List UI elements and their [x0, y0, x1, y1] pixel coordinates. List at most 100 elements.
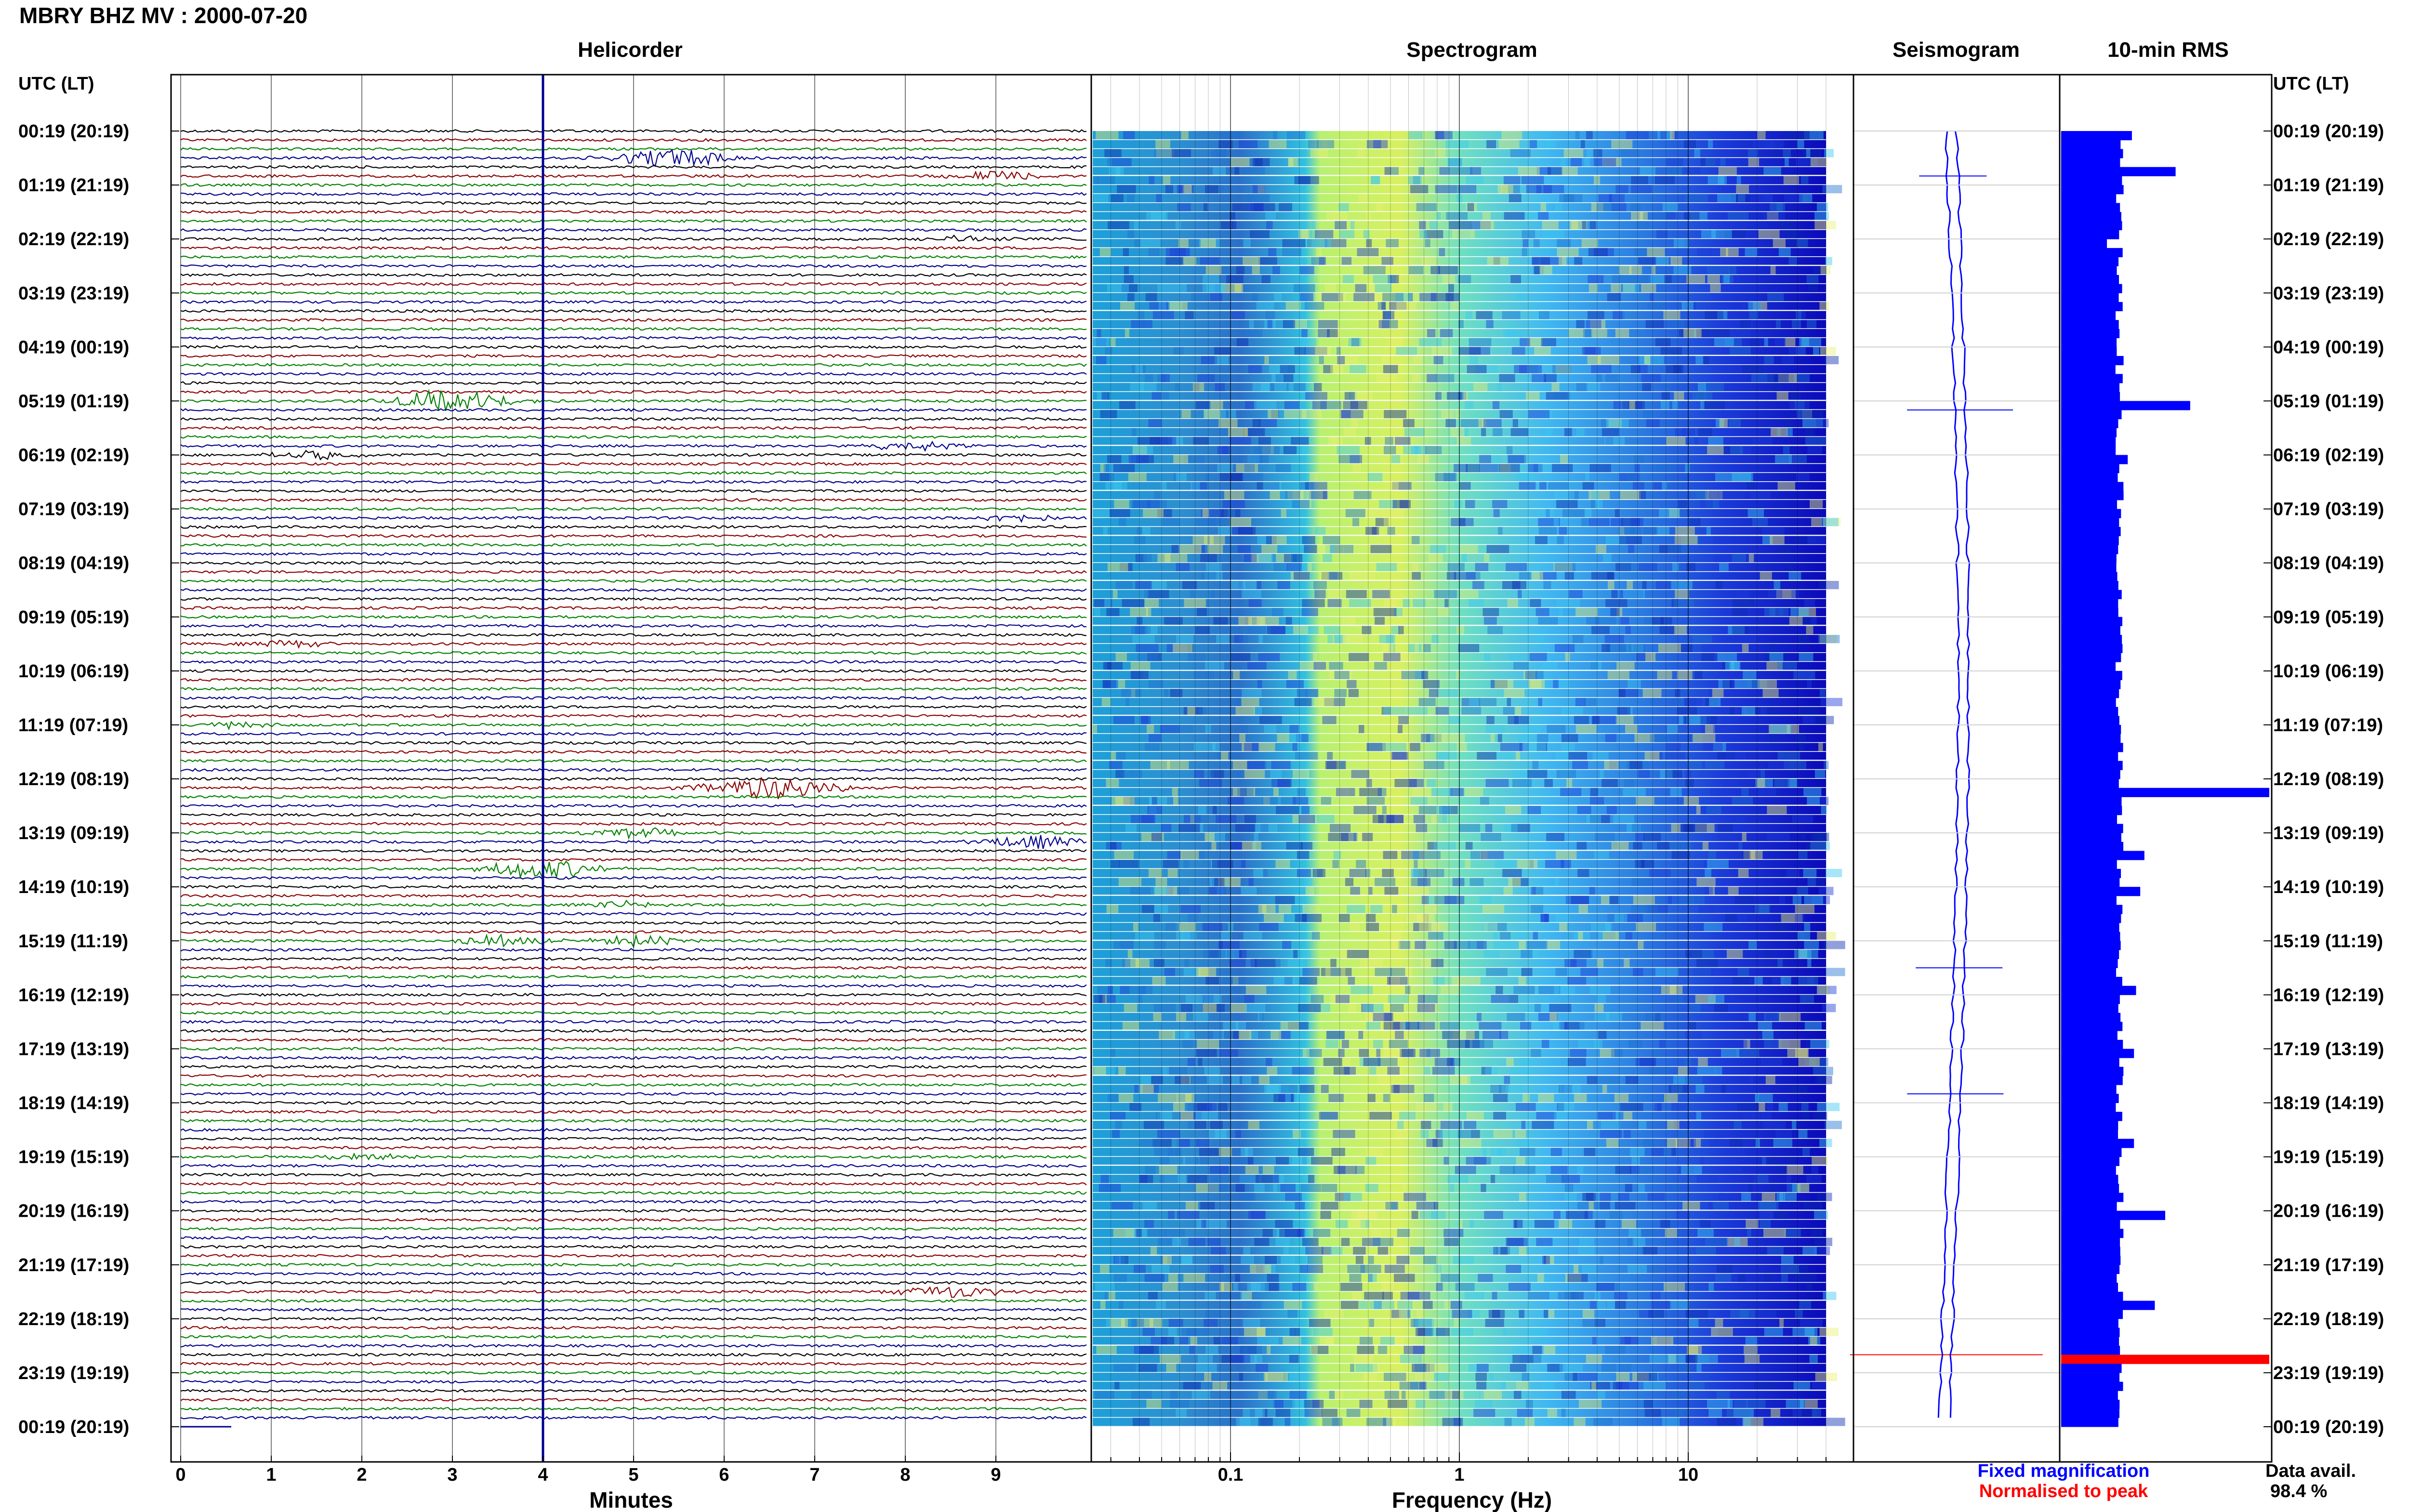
- spectrogram-speckle: [1748, 941, 1757, 949]
- spectrogram-speckle: [1356, 860, 1366, 868]
- spectrogram-speckle: [1737, 914, 1747, 922]
- spectrogram-speckle: [1359, 1301, 1368, 1309]
- spectrogram-speckle: [1717, 1418, 1737, 1426]
- spectrogram-speckle: [1819, 689, 1826, 697]
- spectrogram-speckle: [1584, 509, 1592, 517]
- rms-bar: [2061, 653, 2121, 662]
- spectrogram-speckle: [1771, 1408, 1781, 1417]
- spectrogram-speckle: [1458, 644, 1480, 652]
- spectrogram-speckle: [1700, 401, 1705, 409]
- spectrogram-speckle: [1165, 887, 1173, 895]
- spectrogram-speckle: [1436, 374, 1455, 382]
- spectrogram-speckle: [1657, 1103, 1662, 1111]
- spectrogram-speckle: [1145, 743, 1160, 751]
- spectrogram-speckle: [1555, 203, 1562, 211]
- spectrogram-speckle: [1796, 1408, 1817, 1417]
- spectrogram-speckle: [1152, 581, 1167, 590]
- spectrogram-speckle: [1417, 1328, 1432, 1336]
- spectrogram-speckle: [1426, 1364, 1449, 1372]
- spectrogram-speckle: [1448, 284, 1454, 292]
- spectrogram-speckle: [1656, 257, 1669, 265]
- spectrogram-speckle: [1113, 1229, 1135, 1237]
- spectrogram-speckle: [1606, 806, 1617, 815]
- spectrogram-speckle: [1147, 806, 1162, 815]
- spectrogram-speckle: [1122, 284, 1138, 292]
- spectrogram-speckle: [1823, 941, 1845, 949]
- spectrogram-speckle: [1487, 257, 1509, 265]
- spectrogram-speckle: [1249, 1031, 1258, 1039]
- spectrogram-speckle: [1168, 1318, 1183, 1328]
- rms-bar: [2061, 887, 2141, 896]
- spectrogram-speckle: [1454, 572, 1476, 580]
- spectrogram-speckle: [1357, 248, 1379, 257]
- spectrogram-speckle: [1327, 751, 1333, 761]
- spectrogram-speckle: [1508, 455, 1524, 463]
- spectrogram-speckle: [1613, 311, 1623, 319]
- spectrogram-speckle: [1355, 1256, 1363, 1264]
- spectrogram-speckle: [1259, 617, 1264, 625]
- spectrogram-speckle: [1241, 1193, 1256, 1201]
- spectrogram-speckle: [1787, 1157, 1796, 1165]
- spectrogram-speckle: [1484, 1210, 1503, 1219]
- spectrogram-speckle: [1194, 545, 1205, 553]
- spectrogram-speckle: [1338, 455, 1360, 463]
- spectrogram-speckle: [1327, 1031, 1345, 1039]
- spectrogram-speckle: [1310, 149, 1328, 158]
- spectrogram-speckle: [1684, 140, 1696, 148]
- spectrogram-speckle: [1671, 1147, 1676, 1157]
- spectrogram-speckle: [1489, 1372, 1494, 1381]
- rms-bar: [2061, 374, 2123, 383]
- spectrogram-speckle: [1264, 1372, 1284, 1381]
- spectrogram-speckle: [1769, 707, 1775, 715]
- spectrogram-speckle: [1555, 914, 1569, 922]
- spectrogram-speckle: [1748, 302, 1761, 311]
- spectrogram-speckle: [1196, 968, 1209, 976]
- spectrogram-speckle: [1553, 1022, 1564, 1030]
- spectrogram-speckle: [1391, 751, 1408, 761]
- spectrogram-speckle: [1335, 221, 1347, 229]
- spectrogram-speckle: [1631, 1157, 1640, 1165]
- spectrogram-speckle: [1395, 1031, 1404, 1039]
- spectrogram-speckle: [1590, 320, 1606, 329]
- spectrogram-speckle: [1520, 1022, 1532, 1030]
- spectrogram-speckle: [1758, 194, 1773, 202]
- spectrogram-speckle: [1099, 248, 1111, 257]
- spectrogram-speckle: [1199, 1147, 1221, 1157]
- spectrogram-speckle: [1616, 608, 1623, 617]
- spectrogram-speckle: [1803, 149, 1822, 158]
- spectrogram-speckle: [1779, 608, 1783, 617]
- spectrogram-speckle: [1471, 1130, 1480, 1138]
- spectrogram-speckle: [1132, 446, 1153, 454]
- spectrogram-speckle: [1366, 922, 1379, 932]
- spectrogram-speckle: [1132, 1418, 1150, 1426]
- spectrogram-speckle: [1154, 1147, 1174, 1157]
- spectrogram-speckle: [1424, 761, 1444, 769]
- spectrogram-speckle: [1113, 716, 1135, 724]
- spectrogram-speckle: [1582, 1193, 1594, 1201]
- helicorder-x-tick-label: 9: [991, 1465, 1001, 1485]
- spectrogram-speckle: [1349, 392, 1357, 400]
- spectrogram-speckle: [1561, 860, 1571, 868]
- spectrogram-speckle: [1481, 428, 1486, 436]
- spectrogram-speckle: [1367, 473, 1383, 482]
- spectrogram-speckle: [1100, 1264, 1110, 1273]
- spectrogram-speckle: [1120, 941, 1134, 949]
- spectrogram-speckle: [1102, 995, 1107, 1003]
- spectrogram-speckle: [1406, 914, 1428, 922]
- spectrogram-speckle: [1817, 1076, 1825, 1084]
- spectrogram-speckle: [1198, 1354, 1213, 1363]
- spectrogram-speckle: [1245, 986, 1267, 994]
- spectrogram-speckle: [1281, 509, 1286, 517]
- spectrogram-speckle: [1109, 464, 1120, 473]
- rms-bar: [2061, 320, 2119, 329]
- spectrogram-speckle: [1389, 1039, 1408, 1048]
- spectrogram-speckle: [1256, 1174, 1273, 1183]
- spectrogram-speckle: [1350, 401, 1367, 409]
- rms-bar: [2061, 644, 2123, 653]
- spectrogram-speckle: [1214, 878, 1225, 886]
- spectrogram-speckle: [1564, 1183, 1574, 1192]
- spectrogram-speckle: [1684, 1076, 1703, 1084]
- spectrogram-speckle: [1297, 689, 1318, 697]
- spectrogram-speckle: [1113, 1274, 1127, 1282]
- spectrogram-speckle: [1426, 1049, 1431, 1057]
